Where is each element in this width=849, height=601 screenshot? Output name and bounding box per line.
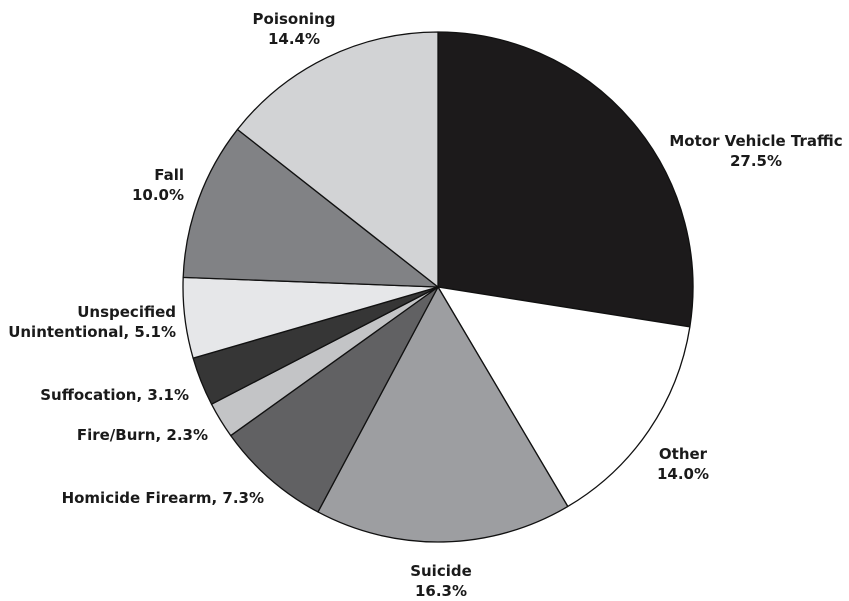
slice-label-suicide: Suicide 16.3%: [410, 562, 472, 600]
slice-label-line: 14.4%: [268, 30, 320, 48]
pie-slice-fall: [182, 128, 439, 288]
slice-label-line: Fall: [154, 166, 184, 184]
slice-label-unspecified-unintentional: Unspecified Unintentional, 5.1%: [8, 303, 176, 341]
slice-label-line: Motor Vehicle Traffic: [669, 132, 842, 150]
pie-slice-suicide: [317, 286, 569, 543]
pie-slice-motor-vehicle-traffic: [437, 31, 694, 328]
pie-slice-other: [437, 286, 691, 508]
slice-label-line: Suicide: [410, 562, 472, 580]
slice-label-line: Homicide Firearm, 7.3%: [62, 489, 264, 507]
slice-label-line: 16.3%: [415, 582, 467, 600]
slice-label-other: Other 14.0%: [657, 445, 709, 483]
slice-label-line: Fire/Burn, 2.3%: [77, 426, 208, 444]
slice-label-line: Suffocation, 3.1%: [40, 386, 189, 404]
slice-label-line: Unspecified: [77, 303, 176, 321]
pie-slice-homicide-firearm: [230, 286, 439, 513]
slice-label-poisoning: Poisoning 14.4%: [253, 10, 336, 48]
slice-label-line: 10.0%: [132, 186, 184, 204]
pie-slice-poisoning: [236, 31, 439, 288]
pie-slices: [182, 31, 694, 543]
slice-label-line: 27.5%: [730, 152, 782, 170]
pie-labels: Motor Vehicle Traffic 27.5% Other 14.0% Suic…: [8, 10, 842, 600]
slice-label-line: Other: [659, 445, 708, 463]
slice-label-line: Unintentional, 5.1%: [8, 323, 176, 341]
slice-label-fall: Fall 10.0%: [132, 166, 184, 204]
slice-label-fire-burn: Fire/Burn, 2.3%: [77, 426, 208, 444]
slice-label-suffocation: Suffocation, 3.1%: [40, 386, 189, 404]
slice-label-line: 14.0%: [657, 465, 709, 483]
slice-label-line: Poisoning: [253, 10, 336, 28]
slice-label-motor-vehicle-traffic: Motor Vehicle Traffic 27.5%: [669, 132, 842, 170]
slice-label-homicide-firearm: Homicide Firearm, 7.3%: [62, 489, 264, 507]
